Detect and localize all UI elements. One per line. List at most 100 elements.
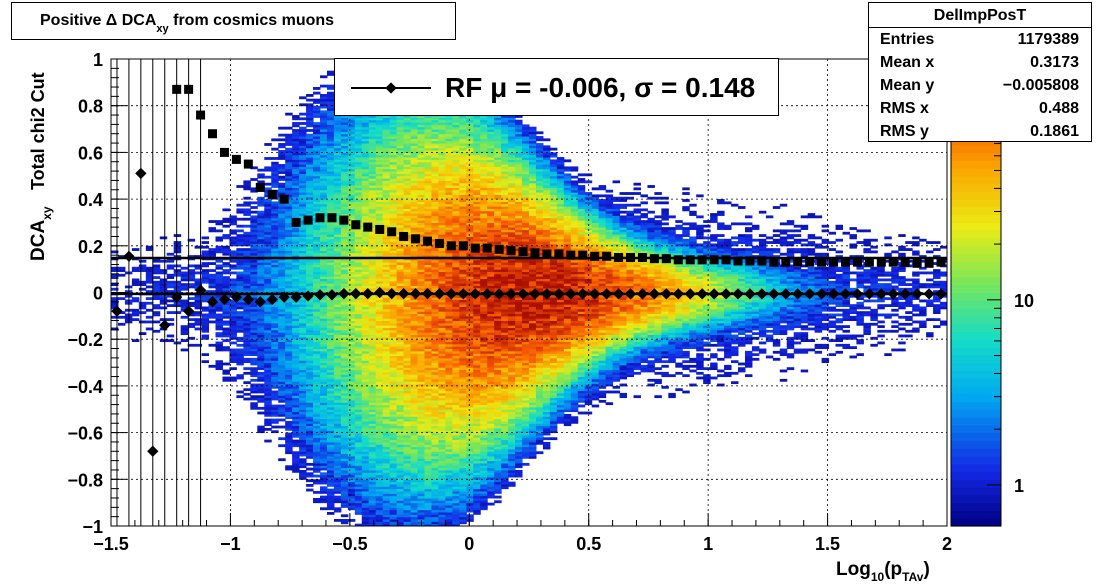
heat-cell — [347, 325, 356, 329]
heat-cell — [417, 451, 425, 455]
heat-cell — [278, 350, 286, 354]
heat-cell — [313, 367, 321, 371]
heat-cell — [410, 259, 419, 263]
heat-cell — [424, 346, 432, 350]
heat-cell — [410, 409, 419, 413]
heat-cell — [250, 402, 258, 406]
heat-cell — [424, 490, 432, 494]
heat-cell — [215, 250, 223, 254]
heat-cell — [278, 210, 286, 214]
heat-cell — [368, 411, 377, 415]
heat-cell — [326, 264, 335, 268]
heat-cell — [306, 462, 314, 466]
heat-cell — [292, 189, 300, 193]
heat-cell — [382, 385, 391, 389]
heat-cell — [375, 427, 384, 431]
heat-cell — [417, 409, 425, 413]
heat-cell — [285, 150, 293, 153]
heat-cell — [403, 227, 412, 230]
heat-cell — [257, 411, 265, 415]
heat-cell — [333, 248, 342, 251]
heat-cell — [431, 481, 439, 485]
heat-cell — [361, 364, 370, 368]
heat-cell — [326, 280, 335, 284]
heat-cell — [257, 388, 265, 392]
heat-cell — [257, 287, 265, 291]
heat-cell — [354, 339, 363, 343]
heat-cell — [389, 297, 398, 300]
heat-cell — [347, 126, 356, 130]
heat-cell — [271, 213, 279, 216]
heat-cell — [194, 264, 203, 268]
heat-cell — [389, 180, 398, 184]
heat-cell — [313, 224, 321, 228]
heat-cell — [354, 283, 363, 286]
heat-cell — [389, 458, 398, 462]
heat-cell — [152, 269, 161, 272]
heat-cell — [320, 343, 328, 347]
heat-cell — [320, 390, 328, 394]
heat-cell — [326, 455, 335, 459]
heat-cell — [278, 133, 286, 137]
heat-cell — [320, 194, 328, 198]
heat-cell — [299, 460, 307, 464]
heat-cell — [278, 236, 286, 240]
heat-cell — [285, 154, 293, 158]
heat-cell — [285, 304, 293, 307]
heat-cell — [306, 175, 314, 179]
heat-cell — [410, 194, 419, 198]
heat-cell — [403, 213, 412, 216]
heat-cell — [368, 413, 377, 417]
heat-cell — [222, 250, 230, 254]
heat-cell — [159, 294, 168, 298]
heat-cell — [417, 273, 425, 277]
heat-cell — [410, 313, 419, 317]
heat-cell — [333, 182, 342, 186]
heat-cell — [375, 502, 384, 506]
heat-cell — [382, 297, 391, 300]
heat-cell — [340, 182, 349, 186]
heat-cell — [347, 507, 356, 511]
heat-cell — [320, 189, 328, 193]
heat-cell — [417, 210, 425, 214]
heat-cell — [215, 294, 223, 298]
heat-cell — [375, 341, 384, 345]
heat-cell — [243, 381, 251, 385]
heat-cell — [354, 334, 363, 338]
heat-cell — [152, 306, 161, 310]
heat-cell — [396, 320, 405, 324]
heat-cell — [257, 215, 265, 219]
heat-cell — [424, 364, 432, 368]
heat-cell — [417, 367, 425, 371]
heat-cell — [424, 140, 432, 144]
heat-cell — [271, 381, 279, 385]
heat-cell — [299, 241, 307, 244]
heat-cell — [361, 313, 370, 317]
heat-cell — [382, 164, 391, 167]
heat-cell — [333, 210, 342, 214]
heat-cell — [278, 203, 286, 207]
heat-cell — [292, 322, 300, 326]
heat-cell — [347, 236, 356, 240]
heat-cell — [340, 175, 349, 179]
heat-cell — [326, 192, 335, 195]
heat-cell — [417, 122, 425, 125]
heat-cell — [389, 388, 398, 392]
heat-cell — [326, 411, 335, 415]
heat-cell — [285, 427, 293, 431]
heat-cell — [320, 313, 328, 317]
heat-cell — [368, 444, 377, 448]
heat-cell — [347, 390, 356, 394]
heat-cell — [201, 306, 210, 310]
heat-cell — [326, 171, 335, 174]
heat-cell — [326, 409, 335, 413]
heat-cell — [257, 353, 265, 357]
heat-cell — [382, 203, 391, 207]
heat-cell — [326, 157, 335, 160]
heat-cell — [368, 425, 377, 429]
heat-cell — [396, 173, 405, 177]
heat-cell — [326, 234, 335, 237]
heat-cell — [375, 194, 384, 198]
heat-cell — [271, 313, 279, 317]
heat-cell — [243, 315, 251, 319]
